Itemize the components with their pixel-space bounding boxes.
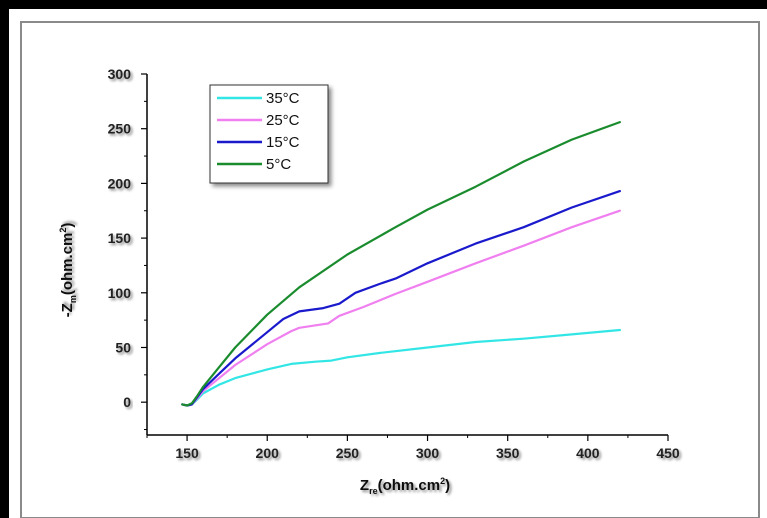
x-tick-label: 200	[256, 445, 280, 461]
x-tick-label: 450	[656, 445, 680, 461]
y-tick-label: 250	[108, 121, 132, 137]
y-axis-title: -Zm(ohm.cm2)	[58, 223, 78, 318]
tick-labels: 150 200 250 300 350 400 450 0 50 100 150 200 250 300	[108, 66, 680, 461]
x-axis-title: Zre(ohm.cm2)	[360, 476, 450, 496]
axes	[141, 73, 669, 441]
legend-label-2: 15°C	[266, 134, 300, 151]
legend-label-1: 25°C	[266, 112, 300, 129]
x-tick-label: 350	[496, 445, 520, 461]
inner-frame	[20, 21, 760, 518]
y-tick-label: 300	[108, 66, 132, 82]
legend: 35°C 25°C 15°C 5°C	[209, 84, 329, 184]
y-tick-label: 0	[123, 394, 131, 410]
series-layer	[181, 120, 622, 407]
series-line-3	[181, 120, 622, 407]
x-tick-label: 400	[576, 445, 600, 461]
figure-background	[9, 9, 767, 518]
x-tick-label: 300	[416, 445, 440, 461]
y-tick-label: 150	[108, 230, 132, 246]
y-tick-label: 200	[108, 175, 132, 191]
y-tick-label: 100	[108, 285, 132, 301]
x-tick-label: 250	[336, 445, 360, 461]
legend-label-0: 35°C	[266, 90, 300, 107]
legend-box	[209, 84, 329, 184]
plot-area: 150 200 250 300 350 400 450 0 50 100 150 200 250 300	[108, 66, 680, 461]
x-tick-label: 150	[175, 445, 199, 461]
y-tick-label: 50	[115, 339, 131, 355]
legend-label-3: 5°C	[266, 156, 291, 173]
